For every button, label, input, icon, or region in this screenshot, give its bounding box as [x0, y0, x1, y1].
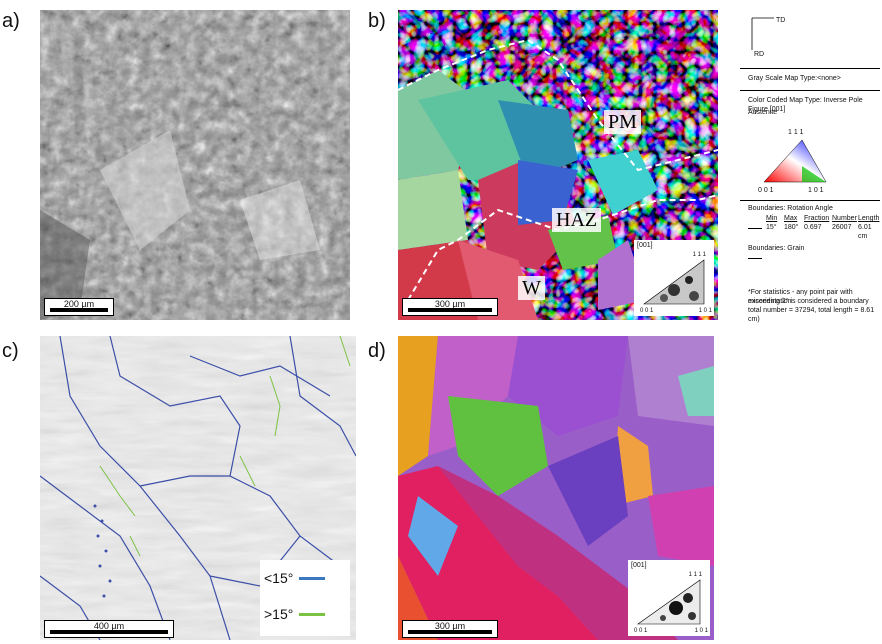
scalebar-a: 200 µm — [44, 298, 114, 316]
inset-b-label-top: 1 1 1 — [692, 252, 706, 258]
inset-d-header: [001] — [631, 562, 647, 569]
panel-label-b: b) — [368, 10, 386, 32]
boundary-map-c: <15° >15° 400 µm — [40, 336, 356, 640]
inset-d-triangle — [637, 579, 701, 625]
boundaries-grain-label: Boundaries: Grain — [748, 245, 805, 252]
val-min: 15° — [766, 224, 777, 231]
color-map-info: Color Coded Map Type: Inverse Pole Figur… — [748, 97, 863, 113]
scalebar-d-bar — [408, 630, 492, 634]
panel-label-c: c) — [2, 340, 19, 362]
pole-figure-inset-d: [001] 1 1 1 0 0 1 1 0 1 — [628, 560, 710, 636]
divider — [740, 90, 880, 91]
scalebar-c-label: 400 µm — [93, 621, 125, 631]
note-line-2: exceeding 2° is considered a boundary — [748, 298, 869, 305]
inset-b-label-right: 1 0 1 — [698, 308, 712, 314]
scalebar-d: 300 µm — [402, 620, 498, 638]
divider — [740, 68, 880, 69]
zone-label-w: W — [518, 276, 545, 300]
val-fraction: 0.697 — [804, 224, 822, 231]
legend-row-high: >15° — [264, 606, 326, 622]
col-max: Max — [784, 215, 798, 222]
boundary-line-sample — [748, 228, 762, 229]
boundaries-rotation-label: Boundaries: Rotation Angle — [748, 205, 833, 212]
triangle-label-left: 0 0 1 — [758, 187, 774, 194]
legend-high-label: >15° — [264, 606, 294, 622]
note-line-3: total number = 37294, total length = 8.6… — [748, 307, 875, 323]
gray-scale-info: Gray Scale Map Type:<none> — [748, 75, 841, 82]
inset-d-label-right: 1 0 1 — [694, 628, 708, 634]
scalebar-a-label: 200 µm — [63, 299, 95, 309]
triangle-label-right: 1 0 1 — [808, 187, 824, 194]
info-legend: TD RD Gray Scale Map Type:<none> Color C… — [740, 10, 880, 323]
inset-b-triangle — [643, 259, 705, 305]
col-number: Number — [832, 215, 857, 222]
val-max: 180° — [784, 224, 799, 231]
zone-label-haz: HAZ — [552, 208, 602, 232]
scalebar-b-label: 300 µm — [434, 299, 466, 309]
val-length: 6.01 cm — [858, 224, 872, 240]
panel-label-a: a) — [2, 10, 20, 32]
ebsd-map-b-grains — [398, 10, 718, 320]
micrograph-a: 200 µm — [40, 10, 350, 320]
divider — [740, 200, 880, 201]
col-min: Min — [766, 215, 778, 222]
legend-low-label: <15° — [264, 570, 294, 586]
scalebar-d-label: 300 µm — [434, 621, 466, 631]
scalebar-b-bar — [408, 308, 492, 312]
inset-b-header: [001] — [637, 242, 653, 249]
ipf-color-key-triangle — [763, 139, 827, 183]
scalebar-b: 300 µm — [402, 298, 498, 316]
zone-label-pm: PM — [604, 110, 641, 134]
ebsd-map-d: 300 µm [001] 1 1 1 0 0 1 1 0 1 — [398, 336, 714, 640]
scalebar-c: 400 µm — [44, 620, 174, 638]
axis-rd-label: RD — [754, 51, 765, 58]
ebsd-map-b: PM HAZ W 300 µm [001] 1 1 1 0 0 1 1 0 1 — [398, 10, 718, 320]
col-fraction: Fraction — [804, 215, 830, 222]
pole-figure-inset-b: [001] 1 1 1 0 0 1 1 0 1 — [634, 240, 714, 316]
inset-d-label-top: 1 1 1 — [688, 572, 702, 578]
legend-row-low: <15° — [264, 570, 326, 586]
note-line-1: *For statistics - any point pair with mi… — [748, 289, 853, 305]
ebsd-map-d-grains — [398, 336, 714, 640]
legend-low-line — [299, 576, 326, 580]
boundary-legend-c: <15° >15° — [260, 560, 350, 636]
inset-d-label-left: 0 0 1 — [634, 628, 648, 634]
triangle-label-top: 1 1 1 — [788, 129, 804, 136]
axis-td-label: TD — [776, 17, 786, 24]
val-number: 26007 — [832, 224, 852, 231]
micrograph-a-texture — [40, 10, 350, 320]
inset-b-label-left: 0 0 1 — [640, 308, 654, 314]
scalebar-c-bar — [50, 630, 168, 634]
grain-line-sample — [748, 258, 762, 259]
legend-high-line — [299, 612, 326, 616]
panel-label-d: d) — [368, 340, 386, 362]
scalebar-a-bar — [50, 308, 108, 312]
axis-arrows — [751, 17, 774, 50]
phase-label: Austenite — [748, 109, 778, 116]
col-length: Length — [858, 215, 880, 222]
